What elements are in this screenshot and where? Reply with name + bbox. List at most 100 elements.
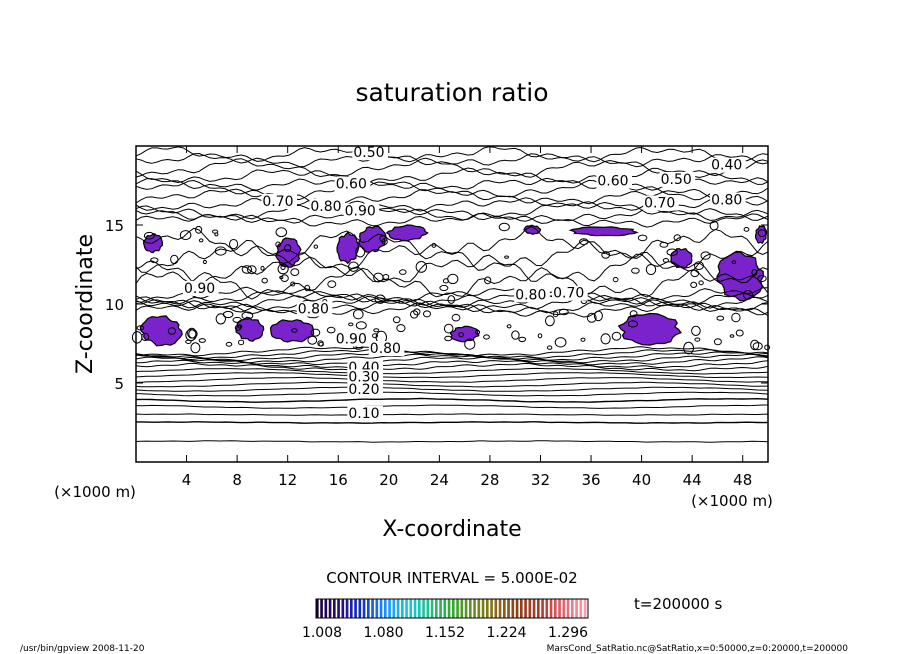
contour-label: 0.90 — [345, 204, 376, 220]
colorbar-strip — [422, 599, 425, 618]
contour-label-bg — [347, 382, 383, 398]
contour-loop — [392, 316, 401, 324]
contour-loop — [558, 308, 569, 316]
colorbar-strip — [316, 599, 319, 618]
contour-loop — [751, 269, 758, 276]
y-axis-label: Z-coordinate — [73, 234, 98, 374]
contour-loop — [187, 327, 197, 339]
contour-line — [135, 179, 769, 201]
x-tick-label: 12 — [278, 471, 297, 489]
colorbar-tick-label: 1.296 — [548, 625, 588, 641]
contour-line — [135, 239, 769, 273]
contour-loop — [410, 310, 419, 319]
contour-loop — [225, 341, 233, 347]
plot-area: 0.500.400.60 0.60 0.500.70 0.80 0.90 0.70 0.80… — [131, 145, 770, 463]
contour-loop — [693, 261, 704, 271]
colorbar-strip — [520, 599, 523, 618]
colorbar-strip — [447, 599, 451, 618]
contour-line — [135, 346, 769, 357]
contour-line — [135, 289, 769, 306]
supersaturation-region — [139, 315, 183, 347]
contour-label: 0.40 — [711, 158, 742, 174]
colorbar-strip — [443, 599, 447, 618]
colorbar-strip — [545, 599, 549, 618]
contour-loop — [586, 312, 597, 323]
contour-loop — [167, 327, 176, 335]
colorbar-strip — [401, 599, 404, 618]
contour-loop — [554, 337, 567, 348]
contour-loop — [373, 272, 384, 283]
contour-loop — [261, 277, 268, 284]
contour-loop — [202, 259, 207, 265]
contour-loop — [552, 311, 559, 318]
y-tick-label: 5 — [114, 375, 124, 393]
contour-loop — [326, 326, 336, 334]
contour-loop — [666, 248, 678, 256]
colorbar-strip — [350, 599, 353, 618]
contour-interval: CONTOUR INTERVAL = 5.000E-02 — [326, 569, 577, 587]
contour-loop — [229, 239, 239, 250]
contour-loop — [458, 332, 464, 338]
contour-labels: 0.500.400.60 0.60 0.500.70 0.80 0.90 0.70 0.80… — [183, 145, 746, 422]
contour-label-bg — [347, 369, 383, 385]
contour-loop — [373, 328, 380, 333]
contour-loop — [247, 265, 257, 275]
contour-loop — [136, 325, 145, 331]
contour-loop — [439, 284, 449, 292]
colorbar-strip — [324, 599, 328, 618]
contour-loop — [399, 269, 407, 275]
x-axis-unit: (×1000 m) — [691, 492, 773, 510]
contour-loop — [304, 284, 311, 292]
colorbar-strip — [379, 599, 383, 618]
contour-label: 0.80 — [298, 302, 329, 318]
contour-line — [135, 266, 769, 300]
contour-loop — [700, 251, 711, 260]
colorbar-strip — [345, 599, 349, 618]
colorbar-strip — [579, 599, 583, 618]
contour-loop — [275, 227, 288, 238]
colorbar-strip — [498, 599, 502, 618]
contour-label: 0.70 — [553, 286, 584, 302]
colorbar-strip — [375, 599, 379, 618]
supersaturation-region — [670, 248, 693, 269]
contour-loop — [709, 220, 719, 231]
colorbar-strip — [537, 599, 540, 618]
contour-loop — [379, 235, 388, 243]
colorbar-frame — [315, 598, 589, 619]
time-label: t=200000 s — [634, 595, 722, 613]
contour-loop — [277, 263, 289, 275]
colorbar-strip — [367, 599, 370, 618]
contour-loop — [234, 324, 242, 331]
contour-line — [135, 353, 769, 364]
contour-loop — [627, 320, 639, 328]
contour-loop — [355, 321, 367, 330]
contour-label-bg — [334, 176, 371, 192]
contour-loop — [353, 309, 364, 320]
x-tick-label: 48 — [733, 471, 752, 489]
contour-loop — [310, 328, 321, 337]
contour-line — [135, 376, 769, 383]
colorbar-strip — [562, 599, 566, 618]
contour-label-bg — [659, 171, 696, 187]
colorbar-tick-label: 1.152 — [425, 625, 465, 641]
footer-file-info: MarsCond_SatRatio.nc@SatRatio,x=0:50000,… — [547, 644, 849, 654]
contour-line — [135, 404, 768, 409]
contour-loop — [222, 310, 234, 319]
colorbar-strip — [477, 599, 481, 618]
contour-label: 0.80 — [370, 341, 401, 357]
colorbar-strip — [528, 599, 532, 618]
colorbar-strip — [460, 599, 464, 618]
contour-line — [135, 397, 769, 403]
contour-line — [135, 362, 769, 372]
contour-label: 0.50 — [661, 172, 692, 188]
contour-line — [135, 413, 769, 416]
colorbar-strip — [413, 599, 417, 618]
contour-label-bg — [352, 145, 388, 161]
supersaturation-region — [336, 231, 360, 265]
contour-line — [136, 421, 769, 424]
contour-loop — [214, 232, 219, 237]
colorbar-strip — [490, 599, 493, 618]
contour-loop — [313, 244, 319, 249]
colorbar-strip — [575, 599, 578, 618]
contour-line — [135, 351, 769, 362]
